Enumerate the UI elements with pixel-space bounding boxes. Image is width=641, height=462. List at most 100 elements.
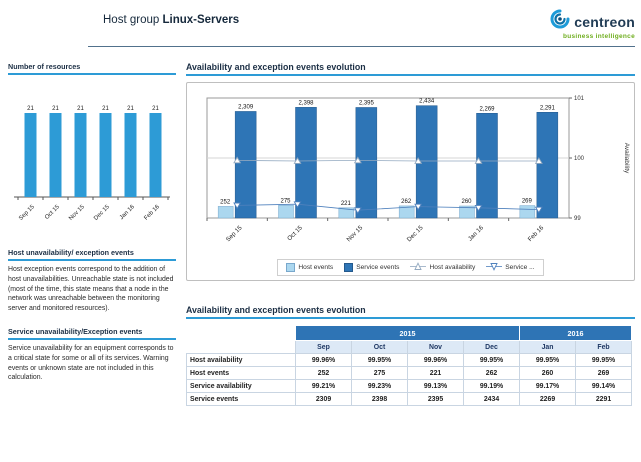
table-cell: 99.95%	[351, 353, 408, 367]
svg-text:21: 21	[77, 106, 84, 112]
availability-chart-title: Availability and exception events evolut…	[186, 62, 635, 76]
legend-label-service-availability: Service ...	[505, 264, 535, 271]
page-title-name: Linux-Servers	[162, 14, 240, 26]
table-year-header: 2015	[295, 325, 520, 341]
table-cell: 2309	[295, 392, 352, 406]
table-cell: 2291	[575, 392, 632, 406]
svg-text:275: 275	[280, 198, 291, 204]
table-cell: 260	[519, 366, 576, 380]
svg-text:2,291: 2,291	[540, 105, 556, 111]
table-row: Host events 252 275 221 262 260 269	[186, 366, 632, 380]
svg-text:2,395: 2,395	[359, 100, 375, 106]
resources-chart: 21 Sep 15 21 Oct 15 21 Nov 15 21 Dec 15 21 Jan 16…	[8, 79, 176, 242]
centreon-logo-icon	[550, 9, 570, 34]
centreon-logo-text: centreon	[574, 13, 635, 30]
svg-text:Feb 16: Feb 16	[143, 204, 161, 222]
svg-text:Dec 15: Dec 15	[93, 204, 111, 222]
table-month-header: Sep	[295, 340, 352, 354]
table-month-header: Jan	[519, 340, 576, 354]
svg-text:21: 21	[102, 106, 109, 112]
host-availability-marker-icon	[410, 262, 427, 273]
report-header: Host group Linux-Servers centreon busine…	[88, 0, 635, 47]
table-cell: 99.96%	[407, 353, 464, 367]
table-month-header: Oct	[351, 340, 408, 354]
svg-text:Dec 15: Dec 15	[406, 224, 425, 243]
legend-item-service-events: Service events	[344, 263, 399, 272]
legend-item-host-availability: Host availability	[410, 262, 475, 273]
svg-text:Jan 16: Jan 16	[119, 204, 136, 221]
svg-text:221: 221	[341, 201, 352, 207]
svg-text:101: 101	[574, 96, 585, 102]
page-title-prefix: Host group	[103, 14, 160, 26]
svg-text:262: 262	[401, 199, 412, 205]
chart-legend: Host events Service events Host availabi…	[187, 259, 634, 276]
resources-section-title: Number of resources	[8, 62, 176, 75]
table-row: Service availability 99.21% 99.23% 99.13% 99…	[186, 379, 632, 393]
table-cell: 2269	[519, 392, 576, 406]
availability-table: 2015 2016 Sep Oct Nov Dec Jan Feb Host availabil…	[186, 325, 632, 406]
service-unavailability-text: Service unavailability for an equipment …	[8, 344, 174, 382]
service-availability-marker-icon	[486, 262, 503, 273]
table-cell: 99.23%	[351, 379, 408, 393]
table-month-header: Feb	[575, 340, 632, 354]
svg-text:21: 21	[152, 106, 159, 112]
table-cell: 252	[295, 366, 352, 380]
host-events-swatch	[286, 263, 296, 272]
availability-table-title: Availability and exception events evolut…	[186, 305, 635, 319]
table-cell: 99.96%	[295, 353, 352, 367]
svg-text:269: 269	[522, 199, 533, 205]
resources-chart-svg: 21 Sep 15 21 Oct 15 21 Nov 15 21 Dec 15 21 Jan 16…	[14, 106, 170, 222]
table-cell: 2395	[407, 392, 464, 406]
table-cell: 2434	[463, 392, 520, 406]
table-row: Host availability 99.96% 99.95% 99.96% 99.95…	[186, 353, 632, 367]
table-cell: 99.17%	[519, 379, 576, 393]
service-events-swatch	[344, 263, 354, 272]
availability-chart: 99 100 101 Availability Sep 15 Oct 15 Nov 15 De…	[187, 86, 634, 261]
table-row-label: Host events	[186, 366, 296, 380]
table-cell: 99.19%	[463, 379, 520, 393]
svg-text:Availability: Availability	[623, 143, 630, 174]
availability-chart-svg: 99 100 101 Availability Sep 15 Oct 15 Nov 15 De…	[206, 96, 630, 243]
table-cell: 99.95%	[519, 353, 576, 367]
table-row-label: Service availability	[186, 379, 296, 393]
table-corner-cell	[186, 340, 296, 354]
table-row: Service events 2309 2398 2395 2434 2269 2291	[186, 392, 632, 406]
svg-text:99: 99	[574, 216, 581, 222]
centreon-logo-tagline: business intelligence	[562, 33, 635, 40]
table-cell: 262	[463, 366, 520, 380]
legend-item-service-availability: Service ...	[486, 262, 535, 273]
svg-text:Oct 15: Oct 15	[44, 204, 61, 221]
table-row-label: Service events	[186, 392, 296, 406]
table-month-header: Nov	[407, 340, 464, 354]
table-cell: 269	[575, 366, 632, 380]
table-year-row: 2015 2016	[186, 325, 632, 341]
svg-text:100: 100	[574, 156, 585, 162]
table-year-header: 2016	[519, 325, 632, 341]
host-unavailability-text: Host exception events correspond to the …	[8, 266, 174, 313]
svg-text:Sep 15: Sep 15	[18, 204, 36, 222]
table-cell: 2398	[351, 392, 408, 406]
svg-text:2,269: 2,269	[479, 106, 495, 112]
host-unavailability-section-title: Host unavailability/ exception events	[8, 248, 176, 261]
table-month-header: Dec	[463, 340, 520, 354]
svg-text:2,309: 2,309	[238, 104, 254, 110]
table-row-label: Host availability	[186, 353, 296, 367]
table-month-row: Sep Oct Nov Dec Jan Feb	[186, 340, 632, 354]
svg-text:252: 252	[220, 199, 231, 205]
table-cell: 99.95%	[463, 353, 520, 367]
legend-item-host-events: Host events	[286, 263, 333, 272]
svg-text:Jan 16: Jan 16	[467, 224, 485, 242]
table-corner-cell	[186, 325, 296, 341]
svg-text:Sep 15: Sep 15	[225, 224, 244, 243]
table-cell: 221	[407, 366, 464, 380]
legend-label-host-availability: Host availability	[429, 264, 476, 271]
svg-text:21: 21	[52, 106, 59, 112]
svg-text:Feb 16: Feb 16	[527, 224, 546, 243]
svg-text:Nov 15: Nov 15	[345, 224, 364, 243]
table-cell: 275	[351, 366, 408, 380]
svg-text:Nov 15: Nov 15	[68, 204, 86, 222]
svg-text:2,434: 2,434	[419, 99, 435, 105]
availability-chart-box: 99 100 101 Availability Sep 15 Oct 15 Nov 15 De…	[186, 82, 635, 281]
centreon-logo: centreon business intelligence	[550, 9, 635, 40]
svg-text:21: 21	[127, 106, 134, 112]
